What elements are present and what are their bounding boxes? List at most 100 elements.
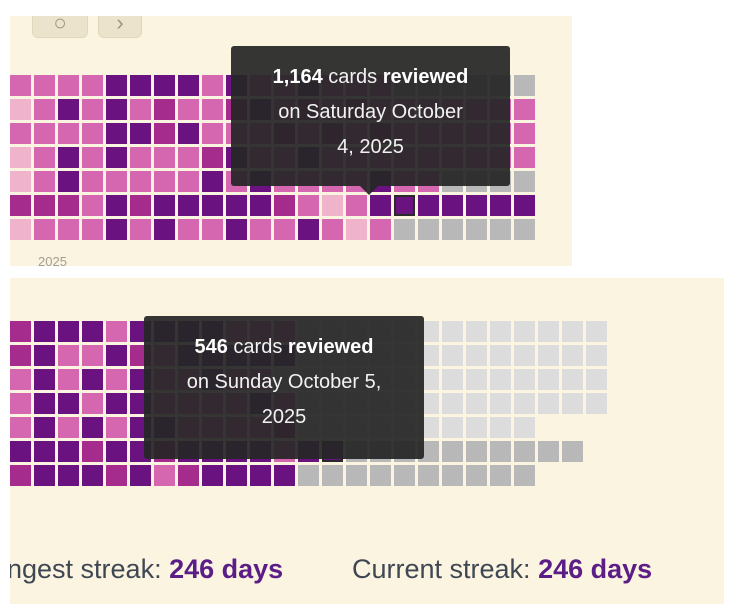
heatmap-day[interactable] <box>586 369 607 390</box>
heatmap-day[interactable] <box>178 219 199 240</box>
heatmap-day[interactable] <box>442 417 463 438</box>
heatmap-day[interactable] <box>34 219 55 240</box>
heatmap-day[interactable] <box>34 147 55 168</box>
heatmap-day[interactable] <box>346 219 367 240</box>
heatmap-day[interactable] <box>370 465 391 486</box>
heatmap-day[interactable] <box>586 393 607 414</box>
heatmap-day[interactable] <box>34 123 55 144</box>
refresh-button[interactable]: ○ <box>32 16 88 38</box>
heatmap-day[interactable] <box>370 219 391 240</box>
heatmap-day[interactable] <box>82 195 103 216</box>
heatmap-day[interactable] <box>58 393 79 414</box>
heatmap-day[interactable] <box>10 75 31 96</box>
heatmap-day[interactable] <box>82 417 103 438</box>
heatmap-day[interactable] <box>10 195 31 216</box>
heatmap-day[interactable] <box>514 465 535 486</box>
heatmap-day[interactable] <box>10 123 31 144</box>
heatmap-day[interactable] <box>442 465 463 486</box>
heatmap-day[interactable] <box>58 123 79 144</box>
heatmap-day[interactable] <box>442 393 463 414</box>
heatmap-day[interactable] <box>490 321 511 342</box>
heatmap-day[interactable] <box>34 465 55 486</box>
heatmap-day[interactable] <box>82 123 103 144</box>
heatmap-day[interactable] <box>538 321 559 342</box>
heatmap-day[interactable] <box>34 195 55 216</box>
heatmap-day[interactable] <box>34 393 55 414</box>
heatmap-day[interactable] <box>202 75 223 96</box>
heatmap-day[interactable] <box>490 393 511 414</box>
heatmap-day[interactable] <box>466 219 487 240</box>
heatmap-day[interactable] <box>418 219 439 240</box>
heatmap-day[interactable] <box>394 219 415 240</box>
heatmap-day[interactable] <box>34 321 55 342</box>
heatmap-day[interactable] <box>298 465 319 486</box>
heatmap-day[interactable] <box>466 195 487 216</box>
heatmap-day[interactable] <box>370 195 391 216</box>
heatmap-day[interactable] <box>82 99 103 120</box>
heatmap-day[interactable] <box>514 219 535 240</box>
heatmap-day[interactable] <box>514 345 535 366</box>
heatmap-day[interactable] <box>82 147 103 168</box>
heatmap-day[interactable] <box>202 219 223 240</box>
heatmap-day[interactable] <box>514 417 535 438</box>
heatmap-day[interactable] <box>466 465 487 486</box>
heatmap-day[interactable] <box>82 75 103 96</box>
heatmap-day[interactable] <box>466 393 487 414</box>
heatmap-day[interactable] <box>466 417 487 438</box>
heatmap-day[interactable] <box>202 147 223 168</box>
heatmap-day[interactable] <box>466 321 487 342</box>
heatmap-day[interactable] <box>106 75 127 96</box>
heatmap-day[interactable] <box>442 321 463 342</box>
heatmap-day[interactable] <box>130 147 151 168</box>
heatmap-day[interactable] <box>10 321 31 342</box>
heatmap-day[interactable] <box>34 171 55 192</box>
heatmap-day[interactable] <box>346 465 367 486</box>
heatmap-day[interactable] <box>346 195 367 216</box>
heatmap-day[interactable] <box>490 465 511 486</box>
heatmap-day[interactable] <box>106 393 127 414</box>
heatmap-day[interactable] <box>10 345 31 366</box>
heatmap-day[interactable] <box>466 369 487 390</box>
heatmap-day[interactable] <box>514 147 535 168</box>
heatmap-day[interactable] <box>538 441 559 462</box>
heatmap-day[interactable] <box>106 441 127 462</box>
heatmap-day[interactable] <box>178 123 199 144</box>
heatmap-day[interactable] <box>514 75 535 96</box>
heatmap-day[interactable] <box>322 219 343 240</box>
heatmap-day[interactable] <box>562 345 583 366</box>
heatmap-day[interactable] <box>130 123 151 144</box>
heatmap-day[interactable] <box>106 123 127 144</box>
heatmap-day[interactable] <box>10 147 31 168</box>
heatmap-day[interactable] <box>154 123 175 144</box>
heatmap-day[interactable] <box>58 465 79 486</box>
heatmap-day[interactable] <box>10 369 31 390</box>
heatmap-day[interactable] <box>250 219 271 240</box>
heatmap-day[interactable] <box>178 171 199 192</box>
heatmap-day[interactable] <box>106 171 127 192</box>
heatmap-day[interactable] <box>538 369 559 390</box>
heatmap-day[interactable] <box>442 369 463 390</box>
heatmap-day[interactable] <box>514 393 535 414</box>
heatmap-day[interactable] <box>538 393 559 414</box>
heatmap-day[interactable] <box>10 171 31 192</box>
heatmap-day[interactable] <box>490 417 511 438</box>
heatmap-day[interactable] <box>514 123 535 144</box>
heatmap-day[interactable] <box>106 147 127 168</box>
heatmap-day[interactable] <box>82 219 103 240</box>
heatmap-day[interactable] <box>418 465 439 486</box>
heatmap-day[interactable] <box>130 75 151 96</box>
heatmap-day[interactable] <box>58 75 79 96</box>
heatmap-day[interactable] <box>154 171 175 192</box>
heatmap-day[interactable] <box>154 147 175 168</box>
heatmap-day[interactable] <box>58 345 79 366</box>
heatmap-day[interactable] <box>82 465 103 486</box>
heatmap-day[interactable] <box>10 441 31 462</box>
heatmap-day[interactable] <box>202 465 223 486</box>
heatmap-day[interactable] <box>586 345 607 366</box>
heatmap-day[interactable] <box>562 321 583 342</box>
heatmap-day[interactable] <box>418 195 439 216</box>
heatmap-day[interactable] <box>490 369 511 390</box>
heatmap-day[interactable] <box>10 417 31 438</box>
heatmap-day[interactable] <box>514 171 535 192</box>
heatmap-day-selected[interactable] <box>394 195 415 216</box>
